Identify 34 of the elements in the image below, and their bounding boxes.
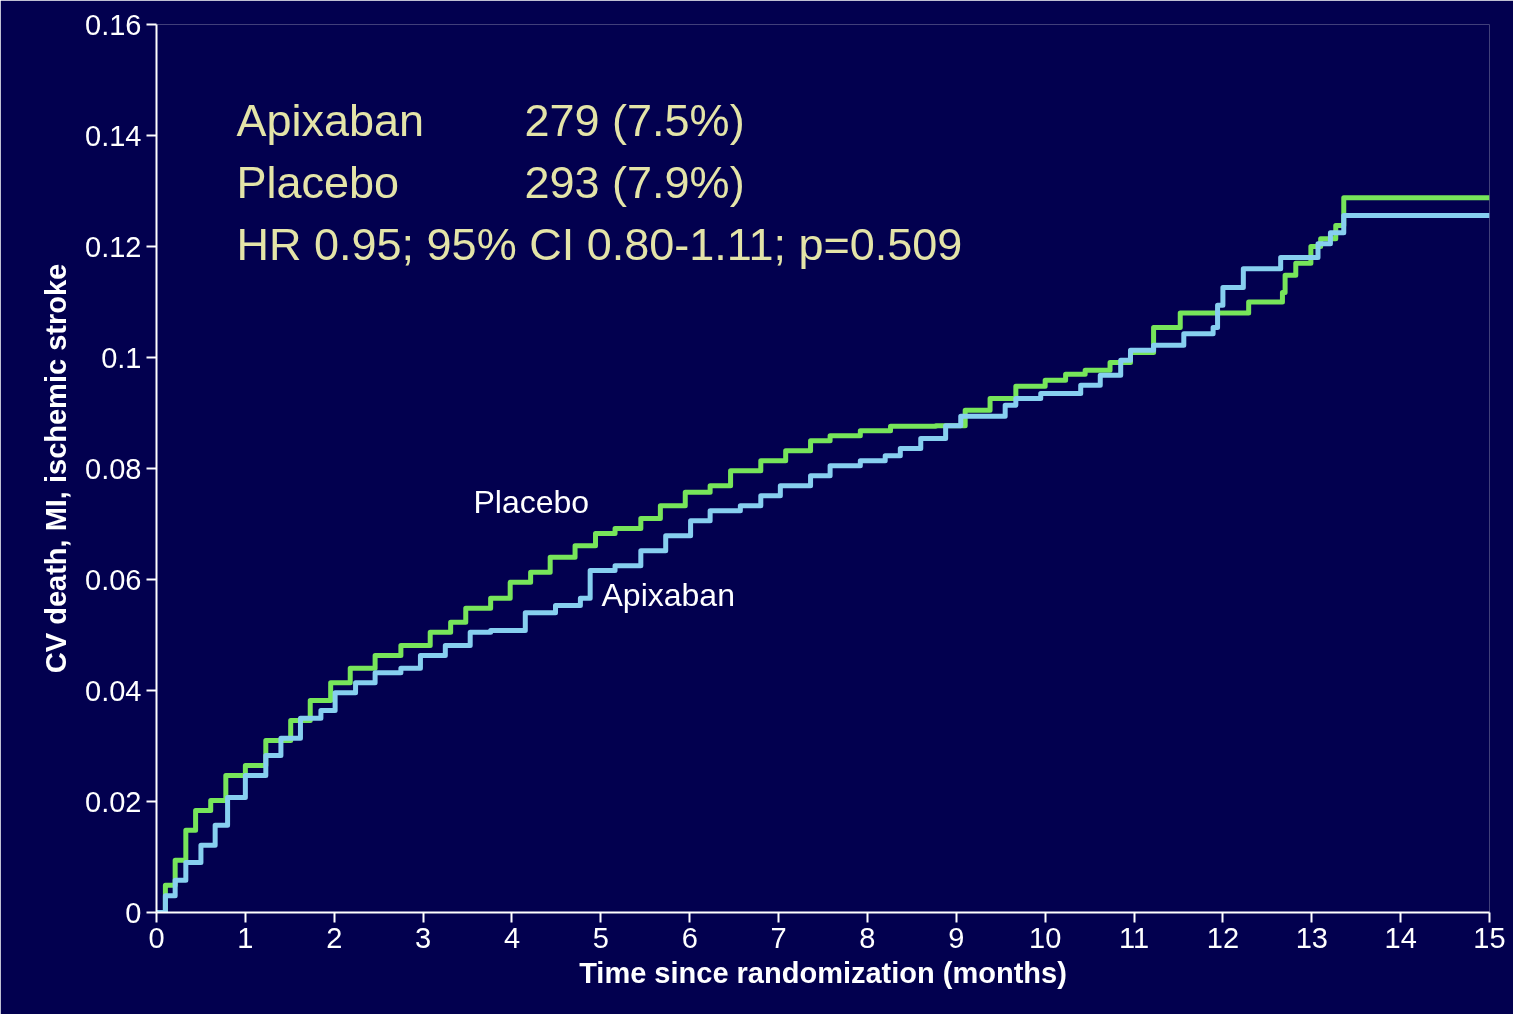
annotation: HR 0.95; 95% CI 0.80-1.11; p=0.509	[236, 219, 963, 270]
x-tick-label: 13	[1295, 921, 1328, 954]
x-tick-label: 4	[503, 921, 521, 954]
x-tick-label: 3	[415, 921, 432, 954]
x-axis-title: Time since randomization (months)	[579, 956, 1067, 989]
y-tick-label: 0.16	[85, 8, 142, 41]
y-tick-label: 0.02	[85, 785, 142, 818]
y-tick-label: 0.1	[101, 341, 142, 374]
y-tick-label: 0.06	[85, 563, 142, 596]
x-tick-label: 7	[770, 921, 787, 954]
x-tick-label: 12	[1206, 921, 1240, 954]
x-tick-label: 11	[1118, 921, 1150, 954]
y-tick-label: 0	[125, 896, 142, 929]
y-axis-title: CV death, MI, ischemic stroke	[40, 263, 73, 674]
x-tick-label: 8	[859, 921, 876, 954]
x-tick-label: 14	[1384, 921, 1417, 954]
series-label: Apixaban	[601, 576, 735, 613]
annotation: 279 (7.5%)	[524, 95, 745, 146]
annotation: Apixaban	[236, 95, 425, 146]
x-tick-label: 5	[592, 921, 609, 954]
y-tick-label: 0.08	[85, 452, 142, 485]
x-tick-label: 1	[237, 921, 254, 954]
x-tick-label: 15	[1473, 921, 1506, 954]
series-label: Placebo	[473, 483, 590, 520]
x-tick-label: 9	[948, 921, 965, 954]
y-tick-label: 0.12	[85, 230, 142, 263]
annotation: Placebo	[236, 157, 400, 208]
y-tick-label: 0.14	[85, 119, 142, 152]
annotation: 293 (7.9%)	[524, 157, 745, 208]
x-tick-label: 2	[326, 921, 343, 954]
y-tick-label: 0.04	[85, 674, 142, 707]
x-tick-label: 0	[148, 921, 165, 954]
x-tick-label: 10	[1029, 921, 1062, 954]
x-tick-label: 6	[681, 921, 698, 954]
